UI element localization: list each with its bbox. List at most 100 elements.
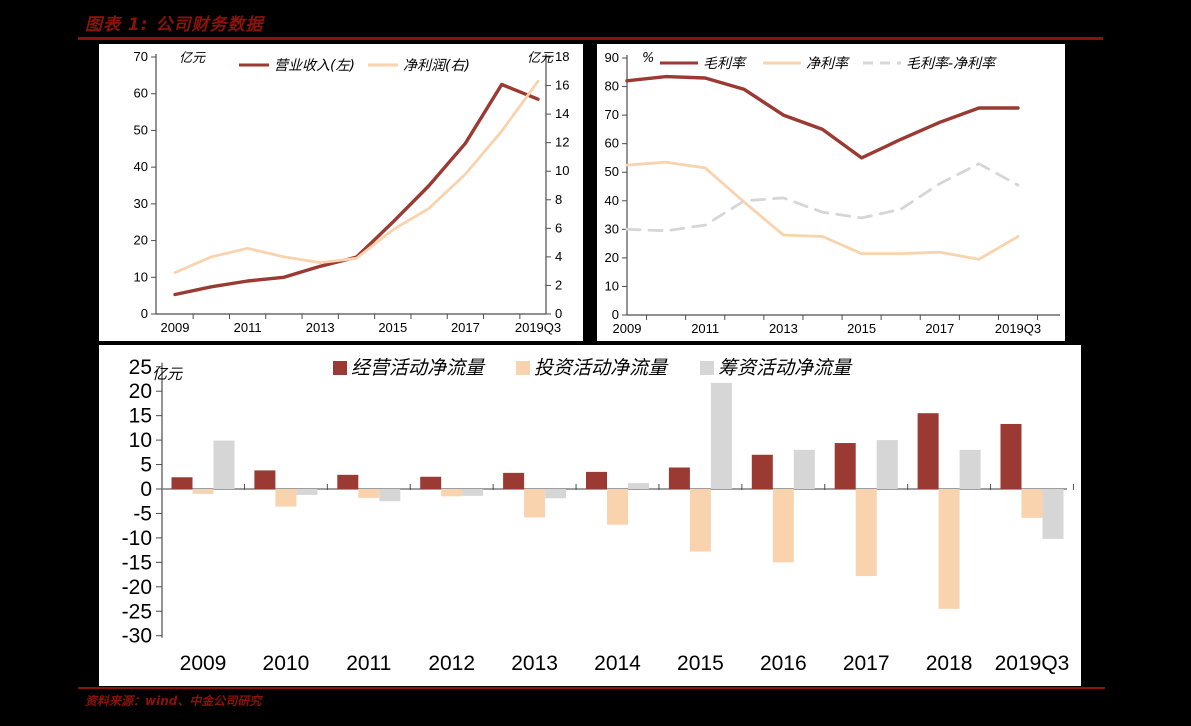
y-tick-label: -5: [133, 502, 152, 525]
y-tick-label: 5: [140, 454, 152, 477]
legend: 经营活动净流量 投资活动净流量 筹资活动净流量 亿元: [152, 357, 853, 383]
y-tick-label: 60: [605, 136, 619, 151]
unit-label-right: 亿元: [527, 51, 554, 66]
x-tick-label: 2015: [378, 320, 407, 335]
y-tick-label-right: 6: [555, 220, 562, 235]
y-tick-label: 0: [612, 307, 619, 322]
axes: 0 10 20 30 40 50 60 70 0 2 4 6 8 10 12 14 16 18 2009 2011 20…: [134, 49, 570, 335]
legend-label: 毛利率: [703, 56, 747, 72]
y-tick-label-right: 8: [555, 192, 562, 207]
y-tick-label: 60: [134, 86, 148, 101]
unit-label-left: 亿元: [179, 51, 206, 66]
bar-2019Q3-s1: [1000, 423, 1022, 489]
y-tick-label: 20: [605, 250, 619, 265]
legend-swatch: [700, 361, 714, 375]
bar-2013-s2: [524, 489, 546, 518]
legend-label: 经营活动净流量: [351, 357, 486, 379]
y-tick-label: 70: [605, 107, 619, 122]
x-tick-label: 2016: [760, 652, 807, 675]
bar-2012-s3: [462, 489, 484, 496]
x-tick-label: 2014: [594, 652, 641, 675]
legend-label: 筹资活动净流量: [718, 357, 853, 379]
y-tick-label: 40: [605, 193, 619, 208]
revenue-profit-line-chart: 0 10 20 30 40 50 60 70 0 2 4 6 8 10 12 14 16 18 2009 2011 20…: [134, 49, 570, 335]
bar-2011-s2: [358, 489, 380, 498]
y-tick-label: 80: [605, 79, 619, 94]
bar-2019Q3-s3: [1042, 489, 1064, 539]
bar-2011-s3: [379, 489, 401, 502]
cashflow-panel: -30 -25 -20 -15 -10 -5 0 5 10 15 20 25 2009 2010 2011 2…: [99, 345, 1081, 686]
x-tick-label: 2017: [451, 320, 480, 335]
bar-2018-s2: [938, 489, 960, 609]
y-tick-label: 0: [140, 478, 152, 501]
x-tick-label: 2011: [346, 652, 391, 675]
x-tick-label: 2017: [925, 321, 954, 336]
x-tick-label: 2019Q3: [995, 652, 1070, 675]
x-tick-label: 2012: [428, 652, 475, 675]
x-tick-label: 2009: [161, 320, 190, 335]
y-tick-label-right: 12: [555, 135, 569, 150]
bar-2014-s3: [628, 483, 649, 489]
bar-2010-s2: [275, 489, 297, 507]
series-line-2: [625, 160, 1020, 261]
x-tick-label: 2015: [677, 652, 724, 675]
margins-line-chart: 0 10 20 30 40 50 60 70 80 90 2009 2011 2013 2015 2017 2…: [605, 50, 1060, 336]
legend-label: 投资活动净流量: [534, 357, 669, 379]
x-tick-label: 2011: [234, 320, 262, 335]
margins-panel: 0 10 20 30 40 50 60 70 80 90 2009 2011 2013 2015 2017 2…: [597, 44, 1065, 341]
legend-swatch: [333, 361, 347, 375]
x-tick-label: 2018: [926, 652, 973, 675]
x-tick-label: 2009: [613, 321, 642, 336]
series-line-1: [173, 82, 540, 297]
bar-2009-s3: [213, 440, 235, 489]
y-tick-label-right: 18: [555, 49, 569, 64]
y-tick-label: -25: [122, 600, 152, 623]
y-tick-label-right: 10: [555, 163, 569, 178]
source-note: 资料来源：wind、中金公司研究: [85, 694, 262, 708]
x-tick-label: 2019Q3: [995, 321, 1041, 336]
bar-2011-s1: [337, 474, 359, 489]
bar-2012-s2: [441, 489, 463, 497]
bar-2016-s1: [751, 454, 773, 489]
bar-2015-s1: [668, 467, 690, 489]
revenue-profit-panel: 0 10 20 30 40 50 60 70 0 2 4 6 8 10 12 14 16 18 2009 2011 20…: [99, 44, 583, 341]
title-rule: [78, 37, 1103, 40]
y-tick-label: -30: [122, 625, 152, 648]
bar-2017-s3: [876, 440, 898, 489]
bar-2015-s3: [710, 382, 732, 489]
y-tick-label: 50: [134, 122, 148, 137]
y-tick-label: 20: [134, 233, 148, 248]
x-tick-label: 2015: [847, 321, 876, 336]
x-tick-label: 2019Q3: [515, 320, 561, 335]
y-tick-label: 30: [134, 196, 148, 211]
y-tick-label: 40: [134, 159, 148, 174]
y-tick-label: 70: [134, 49, 148, 64]
bar-2014-s2: [607, 489, 628, 525]
bar-2012-s1: [420, 476, 442, 489]
x-tick-label: 2013: [511, 652, 558, 675]
y-tick-label: 10: [134, 269, 148, 284]
series-lines: [625, 74, 1020, 261]
bar-2016-s2: [772, 489, 794, 563]
series-line-1: [625, 74, 1020, 160]
bar-2013-s3: [545, 489, 567, 499]
y-tick-label: -10: [122, 527, 152, 550]
legend: 营业收入(左) 净利润(右) 亿元 亿元: [179, 51, 554, 74]
bar-2018-s1: [917, 413, 939, 489]
series-line-3: [625, 162, 1020, 233]
bar-2016-s3: [793, 449, 815, 489]
y-tick-label: 30: [605, 221, 619, 236]
y-tick-label: 10: [129, 429, 152, 452]
y-tick-label: 20: [129, 380, 152, 403]
y-tick-label: 0: [141, 306, 148, 321]
unit-label-left: %: [642, 51, 654, 66]
unit-label: 亿元: [152, 365, 183, 383]
bars: [171, 382, 1064, 609]
bar-2009-s2: [192, 489, 214, 494]
y-tick-label: 50: [605, 164, 619, 179]
y-tick-label-right: 16: [555, 78, 569, 93]
x-tick-label: 2010: [263, 652, 310, 675]
bar-2015-s2: [689, 489, 711, 552]
